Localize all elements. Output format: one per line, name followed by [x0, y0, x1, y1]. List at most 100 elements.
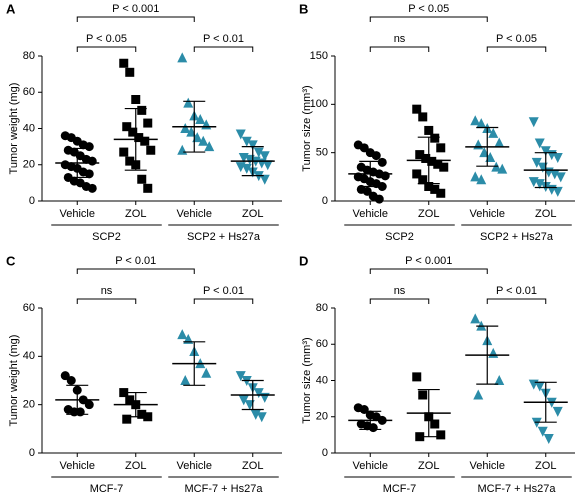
data-point — [137, 105, 147, 115]
comparison-bracket — [369, 46, 430, 52]
comparison-label: P < 0.01 — [203, 285, 244, 297]
comparison-label: P < 0.001 — [112, 3, 159, 15]
data-point — [537, 426, 548, 437]
data-point — [528, 117, 539, 128]
data-point — [235, 129, 246, 140]
data-point — [177, 52, 188, 63]
data-point — [253, 147, 264, 158]
comparison-label: P < 0.05 — [408, 3, 449, 15]
data-point — [470, 313, 481, 324]
comparison-bracket — [193, 298, 254, 304]
data-point — [433, 159, 443, 169]
y-tick-label: 40 — [23, 122, 35, 134]
group-label: MCF-7 + Hs27a — [185, 483, 264, 495]
panel: C Tumor weight (mg) 0 20 40 60 Vehicle ZOL Vehic… — [6, 253, 282, 495]
comparison-label: P < 0.05 — [86, 33, 127, 45]
data-point — [549, 169, 560, 180]
y-tick-label: 80 — [316, 302, 328, 314]
comparison-bracket — [76, 268, 195, 274]
comparison-label: ns — [394, 285, 406, 297]
data-point — [540, 146, 551, 157]
data-point — [497, 163, 508, 174]
data-point — [253, 388, 264, 399]
data-point — [380, 171, 390, 181]
data-point — [412, 169, 422, 179]
data-point — [183, 97, 194, 108]
data-point — [87, 156, 97, 166]
y-tick-label: 0 — [29, 195, 35, 207]
comparison-bracket — [369, 16, 488, 22]
x-tick-label: ZOL — [418, 460, 439, 472]
data-point — [131, 95, 141, 104]
data-point — [534, 381, 545, 392]
comparison-bracket — [486, 298, 547, 304]
comparison-bracket — [76, 298, 137, 304]
data-point — [430, 184, 440, 194]
y-tick-label: 60 — [23, 86, 35, 98]
y-tick-label: 40 — [316, 374, 328, 386]
group-label: SCP2 + Hs27a — [187, 231, 261, 243]
data-point — [476, 174, 487, 185]
panel-label: B — [299, 1, 308, 16]
data-point — [430, 133, 440, 143]
group-label: MCF-7 — [90, 483, 124, 495]
data-point — [374, 194, 384, 204]
data-point — [412, 104, 422, 114]
group-label: MCF-7 — [383, 483, 417, 495]
data-point — [552, 153, 563, 163]
data-point — [180, 123, 191, 133]
x-tick-label: Vehicle — [353, 208, 388, 220]
comparison-label: P < 0.01 — [496, 285, 537, 297]
comparison-bracket — [369, 298, 430, 304]
data-point — [122, 414, 132, 424]
y-axis-label: Tumor size (mm³) — [301, 85, 313, 171]
data-point — [543, 434, 554, 444]
data-point — [119, 58, 129, 68]
data-point — [552, 186, 563, 197]
comparison-label: ns — [101, 285, 113, 297]
data-point — [143, 118, 153, 128]
y-tick-label: 0 — [29, 447, 35, 459]
y-tick-label: 60 — [23, 302, 35, 314]
y-tick-label: 20 — [23, 159, 35, 171]
data-point — [488, 127, 499, 138]
data-point — [476, 118, 487, 129]
data-point — [430, 419, 440, 429]
data-point — [198, 135, 209, 146]
data-point — [122, 122, 132, 132]
group-label: MCF-7 + Hs27a — [478, 483, 557, 495]
data-point — [377, 182, 387, 191]
data-point — [436, 188, 446, 198]
data-point — [436, 143, 446, 153]
group-label: SCP2 — [385, 231, 414, 243]
data-point — [415, 150, 425, 160]
group-label: SCP2 — [92, 231, 121, 243]
y-tick-label: 20 — [316, 411, 328, 423]
group-label: SCP2 + Hs27a — [480, 231, 554, 243]
panel: B Tumor size (mm³) 0 50 100 150 Vehicle ZOL Vehi… — [299, 1, 575, 243]
data-point — [84, 142, 94, 152]
y-tick-label: 40 — [23, 350, 35, 362]
x-tick-label: ZOL — [242, 208, 263, 220]
data-point — [262, 160, 273, 171]
data-point — [424, 125, 434, 135]
data-point — [359, 143, 369, 153]
data-point — [241, 163, 252, 174]
data-point — [143, 183, 153, 193]
data-point — [84, 169, 94, 179]
data-point — [137, 174, 147, 184]
data-point — [125, 67, 135, 77]
data-point — [177, 329, 188, 340]
data-point — [238, 395, 249, 406]
x-tick-label: ZOL — [535, 460, 556, 472]
data-point — [494, 375, 505, 385]
data-point — [241, 136, 252, 147]
comparison-label: P < 0.01 — [203, 33, 244, 45]
data-point — [84, 400, 94, 410]
data-point — [256, 412, 267, 423]
data-point — [128, 127, 138, 137]
data-point — [488, 347, 499, 358]
x-tick-label: Vehicle — [470, 208, 505, 220]
y-axis-label: Tumor size (mm³) — [301, 337, 313, 423]
data-point — [119, 147, 129, 157]
